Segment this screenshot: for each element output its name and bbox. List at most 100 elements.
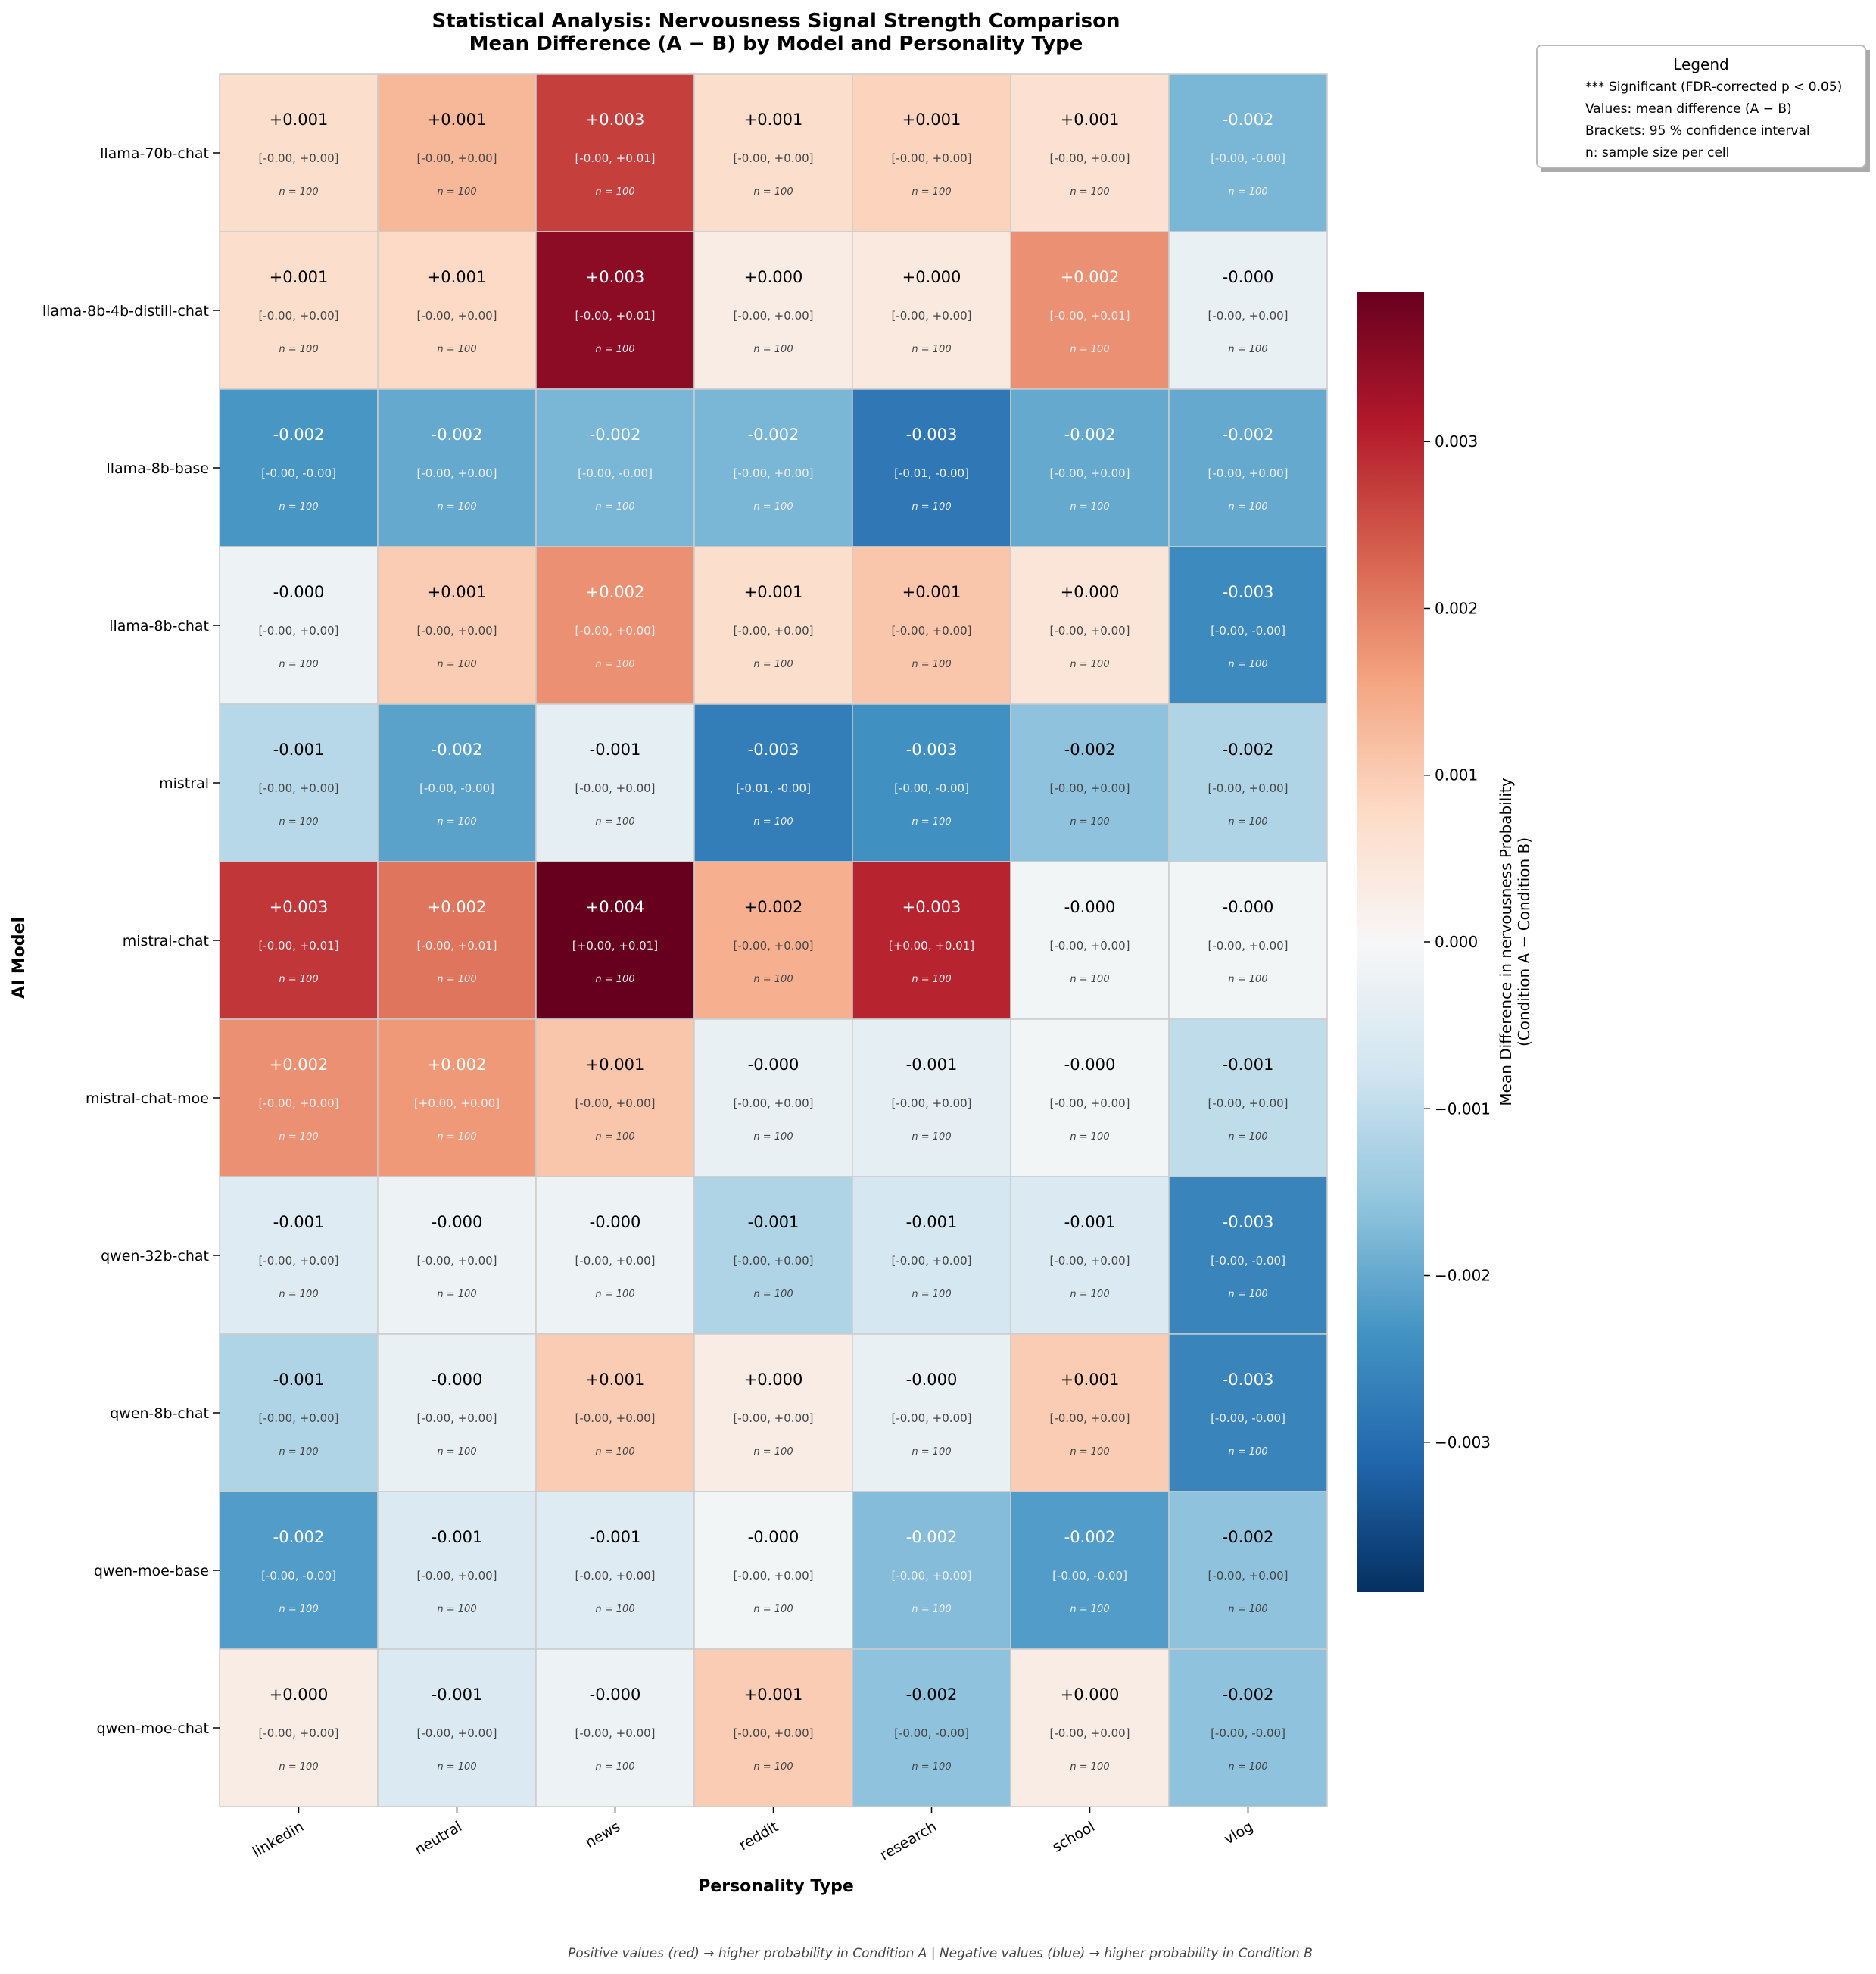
cell-n-label: n = 100 [595, 974, 634, 985]
heatmap-cell: +0.002 [-0.00, +0.01] n = 100 [1010, 231, 1170, 390]
cell-ci-label: [-0.00, +0.00] [733, 939, 813, 953]
heatmap-cell-rect [219, 388, 379, 547]
heatmap-cell-rect [535, 73, 695, 232]
heatmap-cell-rect [693, 73, 853, 232]
heatmap-cell: +0.002 [-0.00, +0.01] n = 100 [377, 861, 537, 1020]
heatmap-cell: -0.002 [-0.00, -0.00] n = 100 [1168, 1648, 1328, 1807]
y-tick-label: qwen-32b-chat [101, 1248, 209, 1265]
heatmap-cell-rect [1010, 73, 1170, 232]
cell-ci-label: [+0.00, +0.01] [889, 939, 974, 953]
cell-ci-label: [-0.00, +0.00] [891, 1411, 971, 1425]
heatmap-cell-rect [219, 1176, 379, 1335]
cell-value-label: -0.002 [432, 741, 483, 759]
heatmap-cell: +0.001 [-0.00, +0.00] n = 100 [1010, 1333, 1170, 1492]
cell-value-label: +0.003 [586, 268, 645, 286]
heatmap-cell: -0.002 [-0.00, -0.00] n = 100 [1168, 73, 1328, 232]
cell-value-label: +0.003 [902, 898, 961, 916]
heatmap-cell-rect [377, 388, 537, 547]
heatmap-cell: -0.000 [-0.00, +0.00] n = 100 [219, 546, 379, 705]
cell-value-label: -0.000 [1223, 898, 1274, 916]
heatmap-cell-rect [1010, 1176, 1170, 1335]
cell-ci-label: [-0.00, +0.01] [416, 939, 497, 953]
cell-n-label: n = 100 [1070, 186, 1109, 198]
heatmap-cell-rect [852, 388, 1011, 547]
cell-n-label: n = 100 [753, 1446, 793, 1458]
heatmap-cell: +0.001 [-0.00, +0.00] n = 100 [852, 546, 1011, 705]
colorbar-tick-label: −0.001 [1435, 1099, 1491, 1118]
cell-value-label: -0.003 [748, 741, 799, 759]
heatmap-cell: -0.002 [-0.00, +0.00] n = 100 [693, 388, 853, 547]
y-tick-label: qwen-8b-chat [110, 1405, 209, 1422]
heatmap-cell: -0.002 [-0.00, +0.00] n = 100 [1168, 388, 1328, 547]
heatmap-cell-rect [219, 546, 379, 705]
cell-n-label: n = 100 [1070, 659, 1109, 670]
heatmap-cell: -0.002 [-0.00, +0.00] n = 100 [1168, 703, 1328, 862]
cell-value-label: +0.000 [1061, 1686, 1120, 1704]
cell-ci-label: [-0.00, +0.00] [733, 1726, 813, 1740]
legend-entry: Brackets: 95 % confidence interval [1585, 123, 1810, 139]
cell-ci-label: [-0.00, +0.00] [733, 151, 813, 165]
cell-ci-label: [-0.00, +0.00] [258, 1254, 338, 1268]
heatmap-cell: +0.001 [-0.00, +0.00] n = 100 [377, 73, 537, 232]
x-axis-label: Personality Type [698, 1877, 854, 1896]
cell-n-label: n = 100 [279, 1446, 318, 1458]
cell-n-label: n = 100 [753, 1131, 793, 1143]
cell-value-label: -0.000 [273, 583, 325, 601]
heatmap-cell: +0.001 [-0.00, +0.00] n = 100 [535, 1333, 695, 1492]
cell-n-label: n = 100 [912, 501, 951, 513]
cell-value-label: -0.000 [748, 1056, 799, 1074]
cell-n-label: n = 100 [912, 344, 951, 355]
cell-n-label: n = 100 [437, 1446, 476, 1458]
heatmap-cell-rect [219, 703, 379, 862]
heatmap-cell: -0.002 [-0.00, -0.00] n = 100 [852, 1648, 1011, 1807]
heatmap-cell: -0.002 [-0.00, +0.00] n = 100 [1010, 703, 1170, 862]
cell-ci-label: [-0.00, +0.01] [258, 939, 338, 953]
colorbar: 0.003 0.002 0.001 0.000 −0.001 −0.002 −0.003 M… [1357, 292, 1533, 1592]
cell-value-label: +0.000 [270, 1686, 329, 1704]
cell-value-label: -0.002 [273, 426, 325, 444]
heatmap-cell: -0.000 [-0.00, +0.00] n = 100 [377, 1333, 537, 1492]
cell-value-label: +0.000 [744, 268, 803, 286]
heatmap-cell-rect [377, 1176, 537, 1335]
chart-subtitle: Mean Difference (A − B) by Model and Per… [469, 33, 1083, 55]
cell-ci-label: [-0.00, +0.00] [258, 624, 338, 638]
y-tick-label: mistral [159, 775, 209, 792]
cell-ci-label: [-0.00, +0.00] [575, 1254, 655, 1268]
heatmap-cell-rect [219, 73, 379, 232]
cell-ci-label: [-0.00, +0.00] [575, 781, 655, 795]
cell-value-label: -0.002 [1223, 1528, 1274, 1546]
x-tick-label: neutral [412, 1818, 465, 1858]
cell-ci-label: [-0.00, +0.00] [575, 1096, 655, 1110]
cell-value-label: -0.002 [1223, 111, 1274, 129]
cell-value-label: -0.001 [273, 741, 325, 759]
heatmap-cell: +0.000 [-0.00, +0.00] n = 100 [852, 231, 1011, 390]
cell-value-label: -0.000 [432, 1371, 483, 1389]
cell-n-label: n = 100 [912, 1289, 951, 1300]
cell-n-label: n = 100 [1228, 1289, 1267, 1300]
cell-value-label: +0.001 [1061, 111, 1120, 129]
cell-n-label: n = 100 [753, 1289, 793, 1300]
cell-n-label: n = 100 [595, 1446, 634, 1458]
heatmap-cell: +0.000 [-0.00, +0.00] n = 100 [693, 1333, 853, 1492]
cell-ci-label: [-0.00, +0.01] [575, 309, 655, 323]
heatmap-cell: +0.001 [-0.00, +0.00] n = 100 [535, 1018, 695, 1177]
cell-value-label: -0.000 [590, 1686, 641, 1704]
heatmap-cell: +0.001 [-0.00, +0.00] n = 100 [693, 546, 853, 705]
cell-value-label: +0.001 [744, 583, 803, 601]
colorbar-tick-label: 0.003 [1435, 432, 1478, 451]
cell-n-label: n = 100 [1070, 974, 1109, 985]
cell-value-label: -0.000 [906, 1371, 958, 1389]
cell-n-label: n = 100 [753, 974, 793, 985]
cell-ci-label: [-0.00, +0.00] [1049, 466, 1130, 480]
heatmap-cell: -0.001 [-0.00, +0.00] n = 100 [535, 703, 695, 862]
cell-n-label: n = 100 [1228, 344, 1267, 355]
cell-value-label: -0.002 [1064, 426, 1116, 444]
heatmap-cell-rect [377, 546, 537, 705]
heatmap-cell-rect [693, 861, 853, 1020]
cell-n-label: n = 100 [1228, 1604, 1267, 1615]
cell-ci-label: [+0.00, +0.00] [414, 1096, 500, 1110]
cell-value-label: +0.002 [428, 898, 487, 916]
cell-ci-label: [-0.00, +0.00] [733, 466, 813, 480]
heatmap-cell-rect [1010, 546, 1170, 705]
cell-value-label: +0.003 [270, 898, 329, 916]
